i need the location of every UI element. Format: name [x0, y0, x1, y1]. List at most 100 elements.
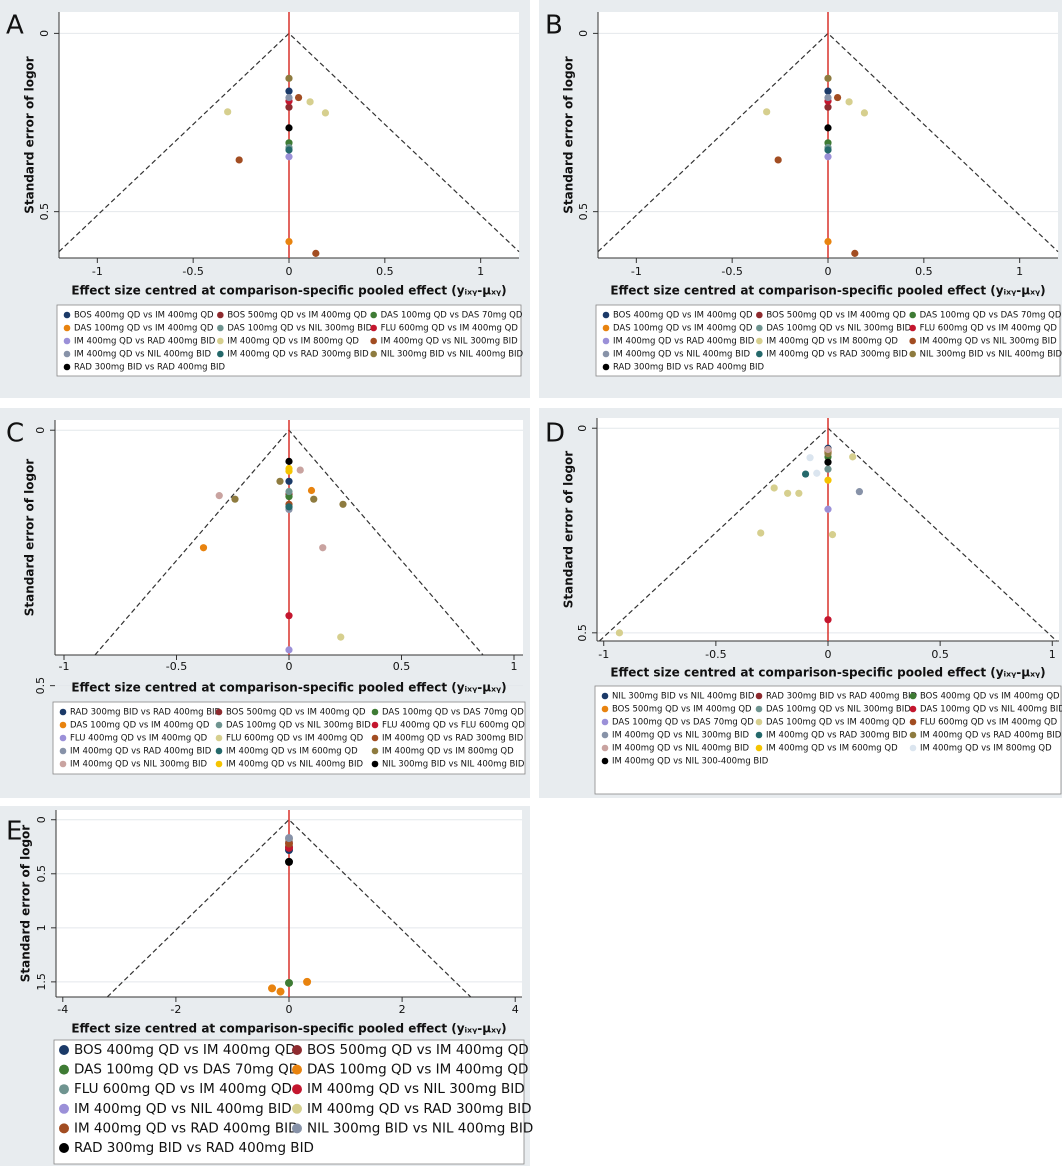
legend-label: IM 400mg QD vs NIL 300-400mg BID — [612, 757, 769, 767]
data-point — [774, 156, 782, 164]
legend-label: BOS 400mg QD vs IM 400mg QD — [613, 311, 753, 321]
legend-box — [56, 304, 522, 377]
x-axis-label: Effect size centred at comparison-specif… — [610, 284, 1045, 298]
legend-marker — [909, 744, 917, 752]
legend-marker — [602, 363, 610, 371]
data-point — [268, 984, 277, 993]
data-point — [337, 633, 345, 641]
x-tick-label: 0.5 — [915, 265, 933, 278]
legend-label: DAS 100mg QD vs IM 400mg QD — [70, 721, 210, 731]
legend-label: RAD 300mg BID vs RAD 400mg BID — [74, 1140, 314, 1156]
legend-marker — [292, 1064, 302, 1075]
panel-label: A — [6, 11, 24, 41]
data-point — [860, 109, 869, 117]
legend-label: IM 400mg QD vs NIL 400mg BID — [74, 1101, 292, 1117]
funnel-line — [58, 32, 520, 253]
legend-marker — [602, 311, 610, 319]
data-point — [276, 477, 284, 485]
legend-label: IM 400mg QD vs IM 800mg QD — [920, 744, 1052, 754]
legend-label: DAS 100mg QD vs DAS 70mg QD — [381, 311, 523, 321]
legend-marker — [909, 731, 917, 739]
legend-label: NIL 300mg BID vs NIL 400mg BID — [920, 350, 1062, 360]
x-tick-label: 1 — [511, 660, 518, 673]
x-tick-label: -1 — [631, 265, 642, 278]
y-tick-label: 0.5 — [34, 677, 47, 695]
data-point — [806, 454, 814, 462]
data-point — [801, 470, 810, 478]
x-tick-label: 0 — [825, 648, 832, 661]
legend-marker — [755, 744, 763, 752]
x-tick-label: 2 — [399, 1003, 406, 1016]
data-point — [824, 87, 832, 95]
legend-label: NIL 300mg BID vs NIL 400mg BID — [307, 1120, 533, 1136]
legend-label: DAS 100mg QD vs IM 400mg QD — [766, 718, 906, 728]
legend-marker — [755, 718, 763, 726]
data-point — [285, 146, 293, 154]
legend-label: BOS 400mg QD vs IM 400mg QD — [920, 692, 1060, 702]
legend-marker — [756, 324, 763, 332]
legend-marker — [371, 747, 379, 755]
legend-label: DAS 100mg QD vs DAS 70mg QD — [612, 718, 754, 728]
legend-box — [595, 304, 1061, 377]
legend-label: NIL 300mg BID vs NIL 400mg BID — [382, 760, 525, 770]
data-point — [615, 629, 624, 637]
y-axis-label: Standard error of logor — [23, 459, 37, 617]
x-axis-label: Effect size centred at comparison-specif… — [71, 681, 506, 695]
x-tick-label: 0 — [286, 660, 293, 673]
x-axis-label: Effect size centred at comparison-specif… — [610, 666, 1045, 680]
legend-marker — [215, 721, 223, 729]
legend-label: FLU 600mg QD vs IM 400mg QD — [74, 1081, 292, 1097]
funnel-line — [106, 818, 472, 998]
legend-label: IM 400mg QD vs RAD 300mg BID — [382, 734, 524, 744]
legend-marker — [370, 337, 377, 345]
data-point — [306, 98, 314, 106]
legend-marker — [59, 1103, 69, 1114]
data-point — [224, 108, 232, 116]
data-point — [285, 153, 293, 161]
y-axis-label: Standard error of logor — [23, 56, 37, 214]
data-point — [795, 489, 803, 497]
legend-label: IM 400mg QD vs NIL 400mg BID — [74, 350, 211, 360]
data-point — [285, 74, 293, 82]
funnel-line — [597, 32, 1059, 253]
legend-marker — [601, 705, 609, 713]
x-tick-label: 4 — [512, 1003, 519, 1016]
data-point — [296, 466, 304, 474]
data-point — [285, 87, 293, 95]
x-axis-label: Effect size centred at comparison-specif… — [71, 284, 506, 298]
data-point — [770, 484, 778, 492]
data-point — [824, 476, 832, 484]
data-point — [285, 238, 293, 246]
legend-label: IM 400mg QD vs NIL 400mg BID — [226, 760, 363, 770]
legend-label: IM 400mg QD vs RAD 300mg BID — [227, 350, 369, 360]
legend-label: DAS 100mg QD vs NIL 300mg BID — [766, 324, 911, 334]
legend-label: DAS 100mg QD vs DAS 70mg QD — [920, 311, 1062, 321]
data-point — [763, 108, 771, 116]
legend-label: IM 400mg QD vs NIL 400mg BID — [613, 350, 750, 360]
legend-marker — [59, 1084, 69, 1095]
legend-marker — [756, 311, 763, 319]
legend-marker — [292, 1103, 302, 1114]
legend-marker — [217, 337, 224, 345]
x-tick-label: 1 — [1016, 265, 1023, 278]
x-tick-label: 1 — [1049, 648, 1056, 661]
legend-marker — [601, 757, 609, 765]
legend-marker — [909, 324, 916, 332]
legend-marker — [601, 692, 609, 700]
legend-label: FLU 600mg QD vs IM 400mg QD — [920, 718, 1058, 728]
legend-label: IM 400mg QD vs IM 600mg QD — [766, 744, 898, 754]
x-tick-label: -0.5 — [182, 265, 203, 278]
panel-label: D — [545, 419, 565, 449]
legend-marker — [215, 747, 223, 755]
y-axis-label: Standard error of logor — [562, 56, 576, 214]
legend-marker — [292, 1084, 302, 1095]
legend-marker — [602, 324, 610, 332]
data-point — [824, 445, 832, 454]
legend-marker — [909, 705, 917, 713]
data-point — [285, 493, 293, 501]
data-point — [824, 458, 832, 466]
legend-label: DAS 100mg QD vs NIL 300mg BID — [766, 705, 911, 715]
legend-label: DAS 100mg QD vs IM 400mg QD — [307, 1062, 528, 1078]
data-point — [321, 109, 330, 117]
data-point — [784, 489, 792, 497]
